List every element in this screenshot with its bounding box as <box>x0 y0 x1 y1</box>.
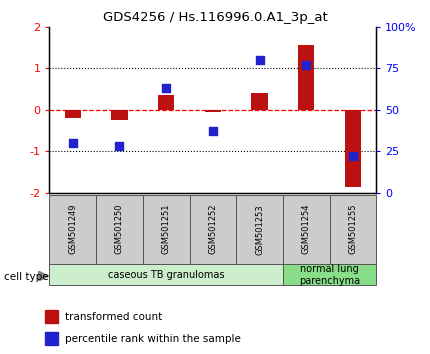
Bar <box>283 264 376 285</box>
Bar <box>49 195 96 264</box>
Text: GSM501255: GSM501255 <box>348 204 357 255</box>
Bar <box>45 332 58 345</box>
Point <box>209 129 216 134</box>
Text: GSM501251: GSM501251 <box>162 204 171 255</box>
Bar <box>298 45 314 110</box>
Point <box>69 140 76 146</box>
Bar <box>143 195 190 264</box>
Text: GSM501249: GSM501249 <box>68 204 77 255</box>
Bar <box>49 264 283 285</box>
Point <box>163 85 169 91</box>
Bar <box>190 195 236 264</box>
Bar <box>111 110 128 120</box>
Text: caseous TB granulomas: caseous TB granulomas <box>108 270 224 280</box>
Bar <box>283 195 329 264</box>
Text: GSM501250: GSM501250 <box>115 204 124 255</box>
Point <box>303 62 310 68</box>
Bar <box>45 310 58 323</box>
Text: GSM501254: GSM501254 <box>302 204 311 255</box>
Point <box>350 154 356 159</box>
Bar <box>345 110 361 187</box>
Point <box>256 57 263 63</box>
Text: GSM501253: GSM501253 <box>255 204 264 255</box>
Text: percentile rank within the sample: percentile rank within the sample <box>65 334 241 344</box>
Bar <box>236 195 283 264</box>
Bar <box>329 195 376 264</box>
Bar <box>96 195 143 264</box>
Text: cell type: cell type <box>4 272 49 282</box>
Bar <box>205 110 221 112</box>
Bar <box>252 93 268 110</box>
Text: transformed count: transformed count <box>65 312 163 322</box>
Polygon shape <box>38 271 49 281</box>
Text: GSM501252: GSM501252 <box>209 204 217 255</box>
Bar <box>64 110 81 118</box>
Bar <box>158 95 174 110</box>
Text: normal lung
parenchyma: normal lung parenchyma <box>299 264 360 286</box>
Text: GDS4256 / Hs.116996.0.A1_3p_at: GDS4256 / Hs.116996.0.A1_3p_at <box>103 11 327 24</box>
Point <box>116 143 123 149</box>
